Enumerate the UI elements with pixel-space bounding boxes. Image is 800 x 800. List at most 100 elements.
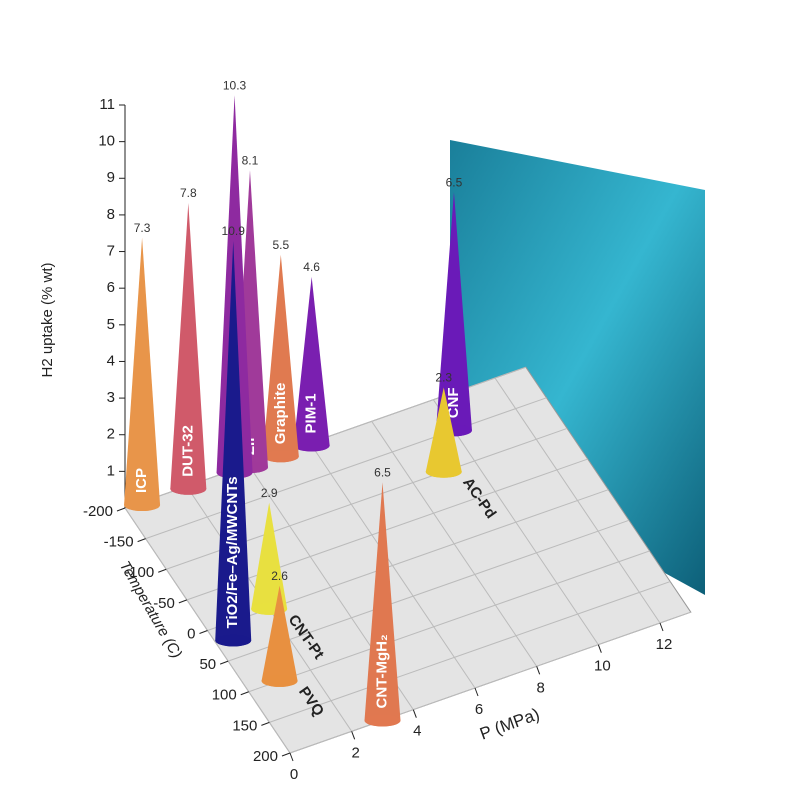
p-tick-label: 8 — [536, 679, 544, 696]
grid-line — [186, 458, 588, 601]
z-tick-label: 8 — [107, 206, 115, 223]
cones: 6.5CNF4.6PIM-15.5Graphite8.1ZIF10.3COF-1… — [124, 78, 499, 727]
z-tick-label: 3 — [107, 389, 115, 406]
cone-base — [262, 450, 299, 463]
p-tick-label: 4 — [413, 723, 421, 740]
cone-base — [215, 634, 252, 647]
z-tick-label: 9 — [107, 169, 115, 186]
t-tick-label: 200 — [253, 748, 278, 765]
cone-body — [262, 254, 299, 463]
tick-mark — [199, 630, 208, 634]
p-tick-label: 10 — [594, 658, 611, 675]
cone-base — [293, 439, 330, 452]
cone-body — [215, 241, 252, 647]
t-tick-label: -100 — [124, 564, 154, 581]
cone: 7.8 DUT-32 — [170, 186, 207, 495]
p-axis-title: P (MPa) — [477, 705, 542, 744]
t-tick-label: 0 — [187, 625, 195, 642]
cone: 7.3 ICP — [124, 221, 161, 512]
z-tick-label: 5 — [107, 316, 115, 333]
z-tick-label: 1 — [107, 462, 115, 479]
grid-line — [269, 581, 671, 723]
cone-body — [261, 585, 298, 687]
z-tick-label: 7 — [107, 243, 115, 260]
grid-line — [248, 550, 650, 693]
grid-line — [371, 421, 538, 667]
cone-body — [435, 192, 472, 437]
cone-label: CNF — [445, 387, 462, 418]
t-tick-label: 50 — [199, 656, 216, 673]
z-tick-label: 4 — [107, 352, 115, 369]
tick-mark — [536, 666, 541, 675]
t-tick-label: 150 — [232, 717, 257, 734]
grid-line — [494, 377, 661, 624]
tick-mark — [240, 691, 249, 696]
value-label: 10.3 — [223, 78, 247, 92]
cone: 6.5 CNF — [435, 175, 472, 437]
value-label: 6.5 — [446, 175, 463, 189]
p-tick-label: 6 — [475, 701, 483, 718]
tick-mark — [597, 644, 602, 653]
grid-line — [289, 611, 691, 754]
t-tick-label: -50 — [153, 595, 175, 612]
cone: 5.5 Graphite — [262, 238, 299, 463]
value-label: 7.3 — [134, 221, 151, 235]
p-tick-label: 0 — [290, 766, 298, 783]
cone-body — [251, 502, 288, 615]
z-tick-label: 6 — [107, 279, 115, 296]
cone-label: CNT-MgH₂ — [373, 634, 390, 708]
z-axis-title: H2 uptake (% wt) — [39, 262, 56, 377]
cone-body — [425, 387, 462, 478]
cone-body — [364, 482, 401, 727]
value-label: 5.5 — [272, 238, 289, 252]
value-label: 6.5 — [374, 466, 391, 480]
cone-body — [170, 203, 207, 495]
z-tick-label: 2 — [107, 426, 115, 443]
tick-mark — [659, 622, 664, 632]
value-label: 2.9 — [261, 486, 278, 500]
cone-label: ICP — [133, 468, 150, 493]
t-tick-label: -150 — [104, 534, 134, 551]
value-label: 4.6 — [303, 260, 320, 274]
cone-base — [124, 499, 161, 512]
t-tick-label: 100 — [212, 687, 237, 704]
grid-line — [309, 442, 476, 689]
tick-mark — [178, 599, 188, 604]
tick-mark — [281, 752, 291, 757]
tick-mark — [137, 538, 146, 543]
tick-mark — [289, 752, 294, 762]
p-tick-label: 2 — [351, 744, 359, 761]
z-tick-label: 11 — [99, 96, 115, 113]
cone: 10.9 TiO2/Fe–Ag/MWCNTs — [215, 224, 252, 647]
tick-mark — [116, 507, 126, 512]
cone-base — [261, 674, 298, 687]
cone-base — [425, 465, 462, 478]
tick-mark — [261, 721, 270, 726]
z-tick-label: 10 — [98, 133, 115, 150]
cone-body — [124, 237, 161, 512]
t-tick-label: -200 — [83, 503, 113, 520]
grid-line — [227, 519, 630, 662]
tick-mark — [474, 687, 479, 697]
value-label: 2.3 — [435, 371, 452, 385]
tick-mark — [412, 709, 417, 718]
value-label: 7.8 — [180, 186, 197, 200]
value-label: 10.9 — [222, 224, 246, 238]
cone-label: TiO2/Fe–Ag/MWCNTs — [224, 476, 241, 628]
cone-label: PIM-1 — [303, 393, 320, 433]
cone-label: DUT-32 — [179, 425, 196, 477]
cone: 4.6 PIM-1 — [293, 260, 330, 452]
tick-mark — [351, 731, 356, 740]
p-tick-label: 12 — [656, 636, 673, 653]
value-label: 8.1 — [242, 154, 259, 168]
value-label: 2.6 — [271, 569, 288, 583]
cone-base — [364, 714, 401, 727]
cone: 6.5 CNT-MgH₂ — [364, 466, 401, 727]
cone-body — [293, 276, 330, 452]
grid-line — [145, 397, 547, 540]
axes: -200-150-100-500501001502000246810121234… — [83, 96, 672, 783]
cone-base — [170, 482, 207, 495]
tick-mark — [158, 568, 167, 573]
